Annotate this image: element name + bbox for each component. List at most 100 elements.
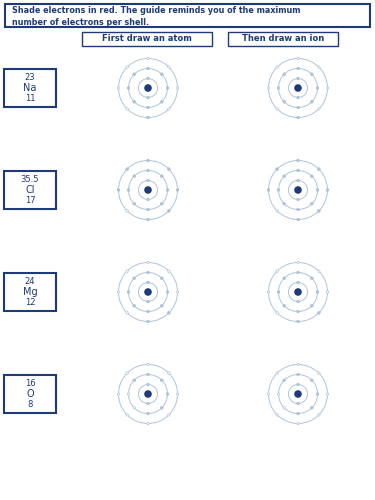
Circle shape <box>276 270 278 272</box>
Circle shape <box>127 290 130 294</box>
Circle shape <box>168 312 170 314</box>
Circle shape <box>326 291 329 293</box>
Circle shape <box>276 66 278 68</box>
Circle shape <box>316 188 319 192</box>
Circle shape <box>318 210 320 212</box>
Circle shape <box>147 422 149 424</box>
Circle shape <box>133 304 135 307</box>
Circle shape <box>283 73 285 76</box>
Circle shape <box>297 96 299 99</box>
Circle shape <box>168 414 170 416</box>
Circle shape <box>147 180 149 182</box>
Circle shape <box>277 87 280 89</box>
Circle shape <box>318 414 320 416</box>
Circle shape <box>147 402 149 404</box>
Circle shape <box>297 68 299 70</box>
Text: O: O <box>26 389 34 399</box>
Circle shape <box>147 96 149 99</box>
Circle shape <box>310 406 313 409</box>
Circle shape <box>310 73 313 76</box>
Circle shape <box>283 202 285 205</box>
Text: 12: 12 <box>25 298 35 307</box>
Circle shape <box>166 291 169 293</box>
Circle shape <box>276 372 278 374</box>
Circle shape <box>168 372 170 374</box>
Circle shape <box>147 198 149 200</box>
Circle shape <box>166 392 169 396</box>
Circle shape <box>297 180 299 182</box>
Circle shape <box>283 175 285 178</box>
FancyBboxPatch shape <box>4 375 56 413</box>
Circle shape <box>168 210 170 212</box>
Circle shape <box>160 100 163 103</box>
Circle shape <box>297 116 299 119</box>
Circle shape <box>126 270 128 272</box>
Circle shape <box>160 277 163 280</box>
FancyBboxPatch shape <box>4 273 56 311</box>
Circle shape <box>318 270 320 272</box>
Circle shape <box>310 175 313 178</box>
Circle shape <box>160 73 163 76</box>
Circle shape <box>297 373 299 376</box>
Circle shape <box>297 169 299 172</box>
Text: Shade electrons in red. The guide reminds you of the maximum
number of electrons: Shade electrons in red. The guide remind… <box>12 6 300 28</box>
Circle shape <box>294 186 302 194</box>
Circle shape <box>127 87 130 89</box>
Circle shape <box>147 208 149 211</box>
Circle shape <box>276 210 278 212</box>
Circle shape <box>297 310 299 312</box>
Circle shape <box>126 168 129 170</box>
Circle shape <box>276 312 278 314</box>
Circle shape <box>310 277 313 280</box>
Circle shape <box>277 393 280 395</box>
Circle shape <box>297 300 299 302</box>
Circle shape <box>160 277 163 280</box>
Circle shape <box>133 304 135 307</box>
Circle shape <box>133 73 135 76</box>
Circle shape <box>297 218 299 221</box>
Circle shape <box>166 393 169 395</box>
Circle shape <box>133 202 135 205</box>
FancyBboxPatch shape <box>4 171 56 209</box>
Circle shape <box>267 189 270 191</box>
Circle shape <box>310 406 313 409</box>
Circle shape <box>147 383 149 386</box>
Circle shape <box>297 208 299 210</box>
Circle shape <box>168 270 170 272</box>
Circle shape <box>283 202 285 205</box>
Circle shape <box>147 170 149 172</box>
Circle shape <box>133 379 135 382</box>
Circle shape <box>276 168 278 170</box>
Circle shape <box>316 393 319 395</box>
Text: 17: 17 <box>25 196 35 205</box>
Circle shape <box>297 384 299 386</box>
Circle shape <box>318 66 320 68</box>
Circle shape <box>144 186 152 194</box>
Circle shape <box>166 188 169 192</box>
Circle shape <box>297 300 299 303</box>
Circle shape <box>133 100 135 103</box>
Circle shape <box>294 288 302 296</box>
Circle shape <box>147 300 149 303</box>
Circle shape <box>144 390 152 398</box>
Circle shape <box>297 208 299 211</box>
Circle shape <box>283 379 285 382</box>
Circle shape <box>297 383 299 386</box>
Text: First draw an atom: First draw an atom <box>102 34 192 43</box>
Circle shape <box>310 202 313 205</box>
Circle shape <box>176 188 179 192</box>
Circle shape <box>297 179 299 182</box>
Circle shape <box>297 159 299 162</box>
Text: 24: 24 <box>25 277 35 286</box>
Circle shape <box>297 310 299 313</box>
Circle shape <box>297 402 299 405</box>
Circle shape <box>147 179 149 182</box>
Circle shape <box>310 100 313 103</box>
Circle shape <box>147 218 149 220</box>
Text: 11: 11 <box>25 94 35 103</box>
Circle shape <box>297 106 299 109</box>
Circle shape <box>147 96 149 98</box>
Circle shape <box>147 106 149 108</box>
Circle shape <box>297 198 299 200</box>
Circle shape <box>147 310 149 313</box>
